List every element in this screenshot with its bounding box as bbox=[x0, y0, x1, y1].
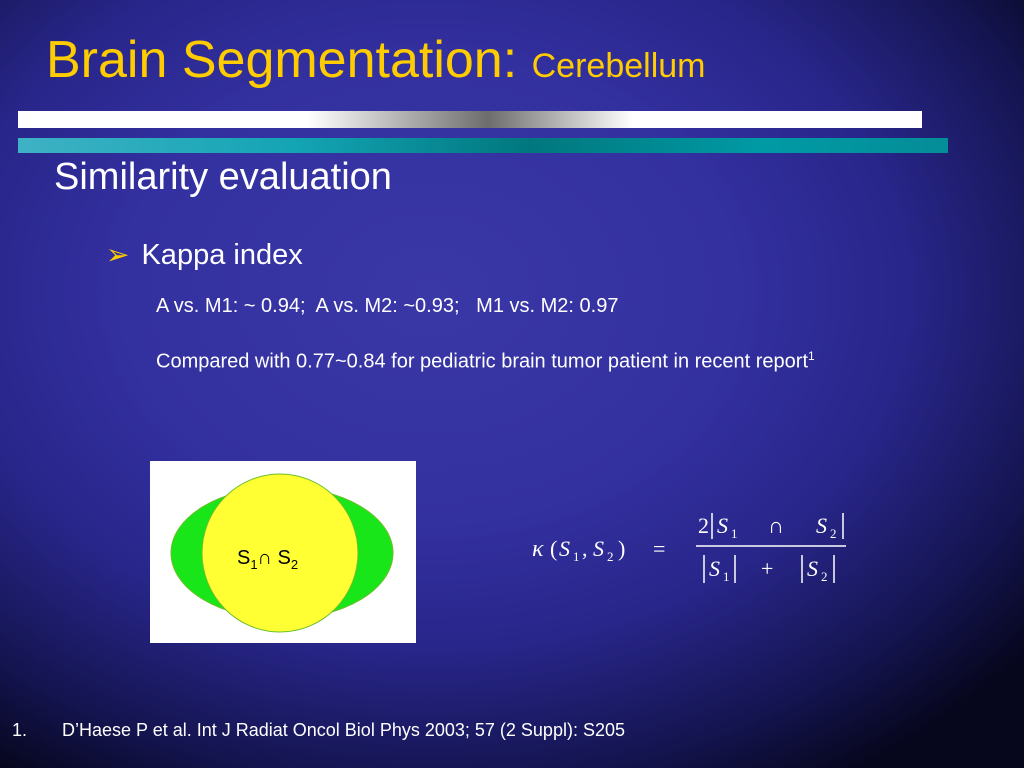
formula-den-sub1: 1 bbox=[723, 569, 730, 584]
footnote-text: D’Haese P et al. Int J Radiat Oncol Biol… bbox=[62, 720, 625, 740]
formula-den-s2: S bbox=[807, 556, 818, 581]
venn-label-s2: S bbox=[278, 547, 291, 569]
formula-svg: κ ( S 1 , S 2 ) = 2 S 1 ∩ S 2 S 1 + S 2 bbox=[532, 513, 846, 584]
formula-lhs-s1: S bbox=[559, 536, 570, 561]
formula-cap: ∩ bbox=[768, 513, 784, 538]
kappa-formula: κ ( S 1 , S 2 ) = 2 S 1 ∩ S 2 S 1 + S 2 bbox=[520, 495, 860, 600]
venn-label-sub2: 2 bbox=[291, 557, 298, 572]
reference-marker: 1 bbox=[808, 349, 815, 363]
slide-title: Brain Segmentation: Cerebellum bbox=[46, 30, 705, 90]
comparison-text: Compared with 0.77~0.84 for pediatric br… bbox=[156, 341, 946, 377]
arrow-bullet-icon: ➢ bbox=[106, 239, 130, 270]
formula-kappa: κ bbox=[532, 536, 544, 562]
formula-num-s2: S bbox=[816, 513, 827, 538]
formula-den-sub2: 2 bbox=[821, 569, 828, 584]
formula-equals: = bbox=[653, 536, 665, 561]
venn-label: S1∩ S2 bbox=[237, 547, 298, 572]
venn-label-s1: S bbox=[237, 547, 250, 569]
formula-lhs-sub2: 2 bbox=[607, 549, 614, 564]
slide-subtitle: Similarity evaluation bbox=[54, 156, 392, 198]
title-divider-teal bbox=[18, 138, 948, 153]
venn-svg: S1∩ S2 bbox=[170, 473, 394, 633]
formula-den-s1: S bbox=[709, 556, 720, 581]
footnote-number: 1. bbox=[12, 720, 28, 740]
formula-lhs-sub1: 1 bbox=[573, 549, 580, 564]
bullet-kappa: ➢ Kappa index bbox=[106, 238, 303, 272]
title-main: Brain Segmentation: bbox=[46, 31, 532, 89]
title-divider-white bbox=[18, 111, 922, 128]
comparison-body: Compared with 0.77~0.84 for pediatric br… bbox=[156, 350, 809, 373]
venn-label-cap: ∩ bbox=[258, 547, 278, 569]
formula-num-sub1: 1 bbox=[731, 526, 738, 541]
kappa-values: A vs. M1: ~ 0.94; A vs. M2: ~0.93; M1 vs… bbox=[156, 295, 619, 317]
title-sub: Cerebellum bbox=[531, 47, 706, 85]
formula-num-s1: S bbox=[717, 513, 728, 538]
bullet-label: Kappa index bbox=[141, 239, 303, 271]
formula-open-paren: ( bbox=[550, 536, 557, 561]
footnote: 1. D’Haese P et al. Int J Radiat Oncol Bi… bbox=[12, 720, 625, 741]
formula-plus: + bbox=[761, 556, 773, 581]
venn-label-sub1: 1 bbox=[250, 557, 257, 572]
formula-close-paren: ) bbox=[618, 536, 625, 561]
formula-comma: , bbox=[582, 536, 588, 561]
venn-inner-ellipse bbox=[201, 473, 359, 633]
formula-two: 2 bbox=[698, 513, 709, 538]
formula-lhs-s2: S bbox=[593, 536, 604, 561]
formula-num-sub2: 2 bbox=[830, 526, 837, 541]
venn-diagram: S1∩ S2 bbox=[150, 461, 416, 643]
